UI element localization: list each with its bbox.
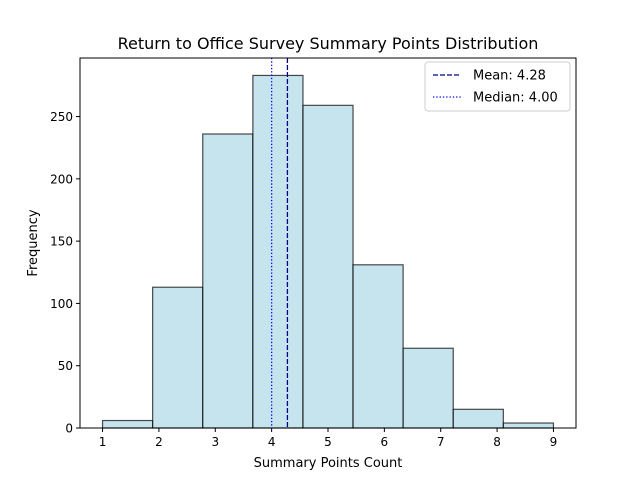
x-tick-label: 7	[437, 435, 445, 449]
x-tick-label: 3	[211, 435, 219, 449]
x-tick-label: 2	[155, 435, 163, 449]
legend-median-label: Median: 4.00	[473, 91, 558, 106]
histogram-bar	[152, 286, 204, 429]
legend: Mean: 4.28 Median: 4.00	[424, 61, 571, 112]
legend-mean-label: Mean: 4.28	[473, 69, 546, 84]
histogram-bar	[452, 408, 504, 429]
bars-group	[101, 74, 555, 429]
histogram-bar	[101, 419, 154, 429]
y-tick-label: 150	[50, 235, 73, 249]
y-tick-label: 50	[58, 359, 73, 373]
reference-lines	[270, 58, 289, 428]
y-tick-label: 200	[50, 172, 73, 186]
x-axis-ticks: 1 2 3 4 5 6 7 8 9	[99, 428, 558, 449]
x-tick-label: 6	[381, 435, 389, 449]
y-tick-label: 250	[50, 110, 73, 124]
histogram-bar	[302, 104, 354, 429]
x-tick-label: 1	[99, 435, 107, 449]
histogram-bar	[352, 264, 404, 429]
y-tick-label: 0	[65, 422, 73, 436]
histogram-bar	[202, 133, 254, 429]
x-tick-label: 4	[268, 435, 276, 449]
histogram-bar	[402, 347, 454, 429]
histogram-bar	[502, 422, 555, 429]
legend-box	[424, 61, 571, 112]
x-axis-label: Summary Points Count	[254, 456, 403, 471]
y-axis-ticks: 0 50 100 150 200 250	[50, 110, 80, 436]
chart-title: Return to Office Survey Summary Points D…	[118, 34, 539, 53]
y-axis-label: Frequency	[26, 209, 41, 276]
y-tick-label: 100	[50, 297, 73, 311]
histogram-bar	[252, 74, 304, 429]
x-tick-label: 9	[550, 435, 558, 449]
x-tick-label: 5	[324, 435, 332, 449]
x-tick-label: 8	[493, 435, 501, 449]
